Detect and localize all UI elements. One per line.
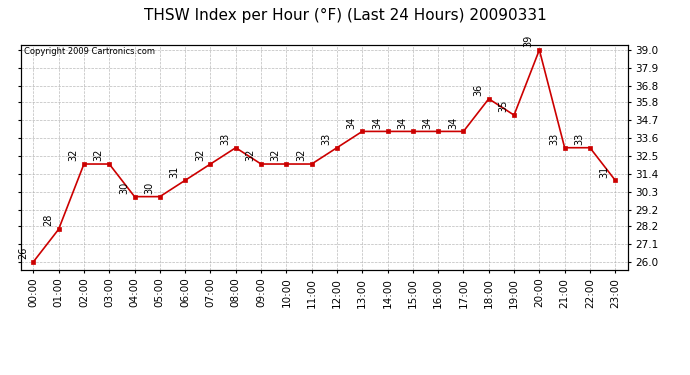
Text: 30: 30 bbox=[144, 182, 155, 194]
Text: 34: 34 bbox=[397, 116, 407, 129]
Text: 36: 36 bbox=[473, 84, 483, 96]
Text: 33: 33 bbox=[574, 133, 584, 145]
Text: 32: 32 bbox=[246, 149, 255, 161]
Text: Copyright 2009 Cartronics.com: Copyright 2009 Cartronics.com bbox=[23, 47, 155, 56]
Text: THSW Index per Hour (°F) (Last 24 Hours) 20090331: THSW Index per Hour (°F) (Last 24 Hours)… bbox=[144, 8, 546, 22]
Text: 34: 34 bbox=[448, 116, 458, 129]
Text: 35: 35 bbox=[498, 100, 509, 112]
Text: 31: 31 bbox=[170, 165, 179, 177]
Text: 30: 30 bbox=[119, 182, 129, 194]
Text: 28: 28 bbox=[43, 214, 53, 226]
Text: 31: 31 bbox=[600, 165, 610, 177]
Text: 34: 34 bbox=[372, 116, 382, 129]
Text: 32: 32 bbox=[296, 149, 306, 161]
Text: 33: 33 bbox=[220, 133, 230, 145]
Text: 39: 39 bbox=[524, 35, 534, 47]
Text: 32: 32 bbox=[270, 149, 281, 161]
Text: 33: 33 bbox=[322, 133, 331, 145]
Text: 33: 33 bbox=[549, 133, 559, 145]
Text: 32: 32 bbox=[195, 149, 205, 161]
Text: 32: 32 bbox=[94, 149, 104, 161]
Text: 32: 32 bbox=[68, 149, 79, 161]
Text: 34: 34 bbox=[346, 116, 357, 129]
Text: 26: 26 bbox=[18, 247, 28, 259]
Text: 34: 34 bbox=[422, 116, 433, 129]
